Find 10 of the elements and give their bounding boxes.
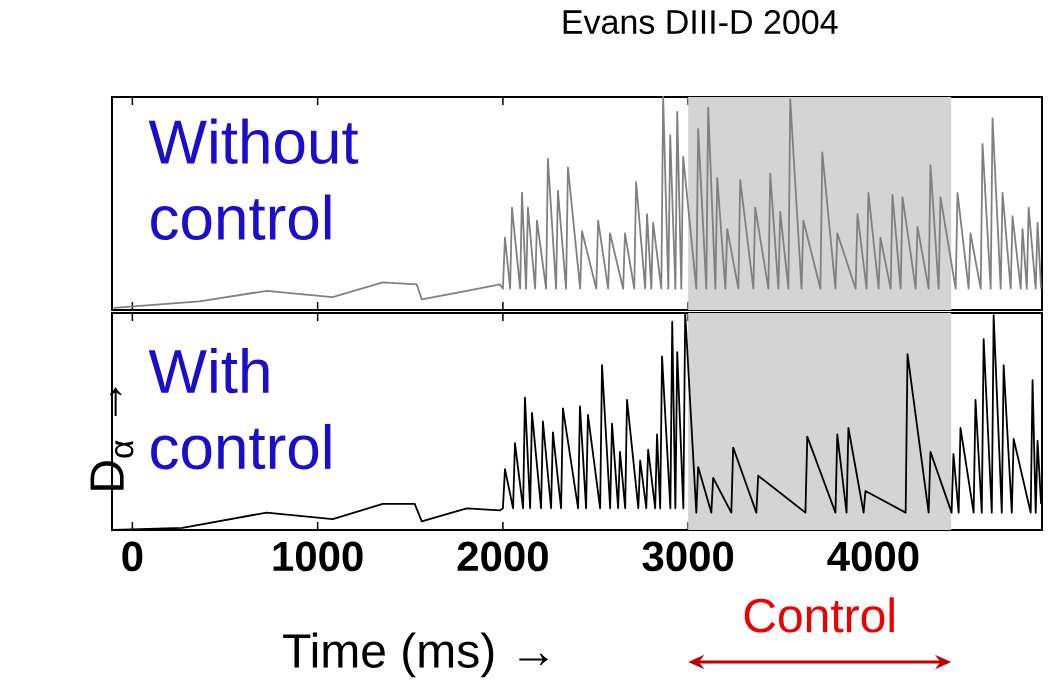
annotation: With control [148,347,331,470]
x-axis-title: Time (ms) → [283,632,548,678]
x-tick-label: 4000 [827,541,919,572]
band-label: Control [744,597,894,633]
x-tick-label: 2000 [457,541,548,572]
x-tick-label: 1000 [273,541,363,572]
annotation: Without control [148,118,359,241]
chart-title: Evans DIII-D 2004 [563,9,838,35]
x-tick-label: 0 [122,541,143,572]
x-tick-label: 3000 [642,541,734,572]
